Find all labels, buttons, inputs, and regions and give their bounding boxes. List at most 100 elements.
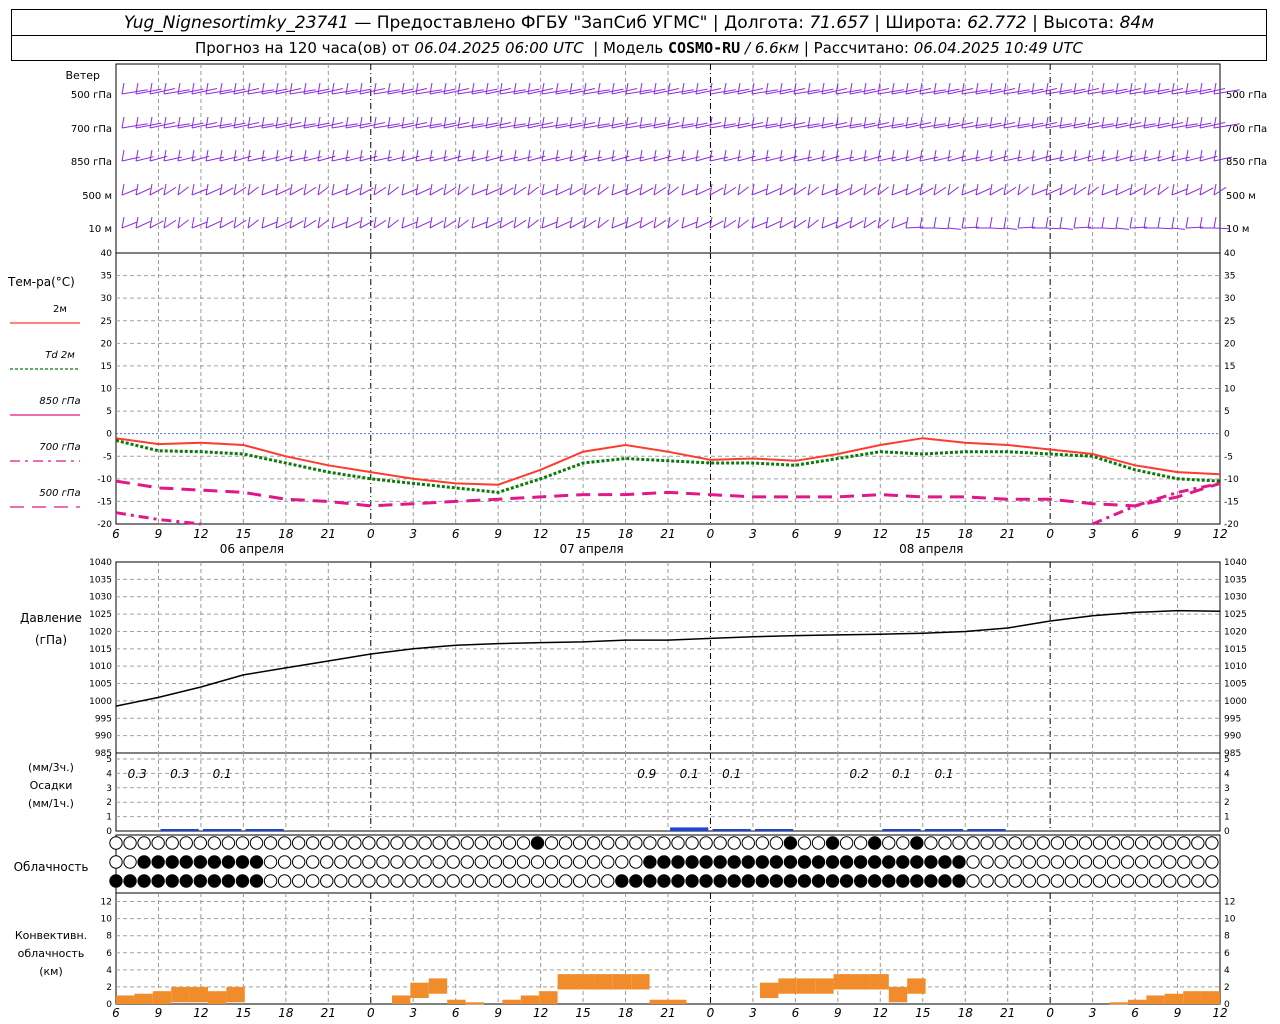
wind-barb-shaft — [429, 122, 456, 129]
precip-value-label: 0.3 — [128, 767, 147, 781]
wind-barb-shaft — [1157, 122, 1184, 129]
wind-barb-shaft — [835, 187, 851, 196]
xaxis-hour-label-bottom: 15 — [575, 1006, 590, 1020]
wind-barb-feather — [905, 116, 909, 129]
wind-barb-shaft — [485, 122, 512, 129]
wind-barb-shaft — [499, 123, 526, 129]
wind-barb-shaft — [933, 88, 960, 95]
wind-barb-shaft — [807, 186, 819, 196]
wind-barb-shaft — [751, 123, 778, 129]
wind-barb-shaft — [961, 123, 988, 129]
cloud-cover-symbol — [320, 855, 334, 869]
wind-barb-feather — [667, 183, 671, 196]
cloud-cover-symbol — [811, 874, 826, 888]
wind-barb-feather — [1115, 216, 1119, 229]
cloud-cover-symbol — [179, 874, 193, 888]
wind-barb-feather — [905, 149, 909, 162]
wind-barb-feather — [135, 183, 139, 196]
conv-title-2: облачность — [18, 947, 85, 960]
cloud-cover-symbol — [938, 836, 952, 850]
wind-barb-feather — [247, 116, 251, 129]
wind-level-label-right: 700 гПа — [1226, 124, 1267, 135]
xaxis-hour-label-bottom: 0 — [1046, 1006, 1054, 1020]
temp-ytick-right: 5 — [1224, 407, 1230, 417]
cloud-cover-symbol — [643, 836, 657, 850]
xaxis-hour-label-bottom: 18 — [618, 1006, 634, 1020]
cloud-cover-symbol — [755, 836, 769, 850]
cloud-cover-symbol — [362, 836, 376, 850]
wind-barb-shaft — [149, 187, 164, 196]
wind-barb-shaft — [1185, 122, 1212, 129]
wind-barb-feather — [513, 183, 517, 196]
cloud-cover-symbol — [418, 836, 432, 850]
wind-level-label-right: 850 гПа — [1226, 157, 1267, 168]
precip-ytick-right: 3 — [1224, 784, 1230, 794]
wind-barb-feather — [835, 216, 839, 229]
wind-barb-feather — [163, 116, 167, 129]
wind-barb-feather — [555, 82, 559, 95]
precip-ytick-left: 1 — [106, 813, 112, 823]
wind-barb-shaft — [1115, 88, 1142, 95]
cloud-cover-symbol — [502, 855, 517, 869]
wind-barb-feather — [891, 82, 895, 95]
wind-barb-feather — [695, 183, 699, 196]
conv-cloud-bar — [668, 999, 687, 1004]
wind-barb-feather — [471, 149, 475, 162]
wind-barb-shaft — [891, 221, 908, 229]
wind-barb-shaft — [471, 88, 498, 95]
wind-barb-feather — [821, 216, 825, 229]
wind-barb-feather — [177, 149, 181, 162]
wind-barb-feather — [261, 116, 265, 129]
conv-cloud-bar — [1164, 993, 1184, 1004]
wind-barb-feather — [387, 116, 391, 129]
wind-barb-feather — [1115, 149, 1119, 162]
wind-barb-shaft — [1059, 187, 1074, 196]
precip-bar — [245, 829, 284, 831]
wind-barb-feather — [877, 116, 881, 129]
cloud-cover-symbol — [685, 874, 699, 888]
lon-label: Долгота: — [724, 13, 804, 33]
precip-value-label: 0.9 — [637, 767, 656, 781]
wind-barb-feather — [261, 82, 265, 95]
wind-barb-feather — [933, 116, 937, 129]
wind-barb-shaft — [1087, 89, 1114, 95]
wind-barb-shaft — [1143, 88, 1170, 95]
cloud-cover-symbol — [446, 855, 460, 869]
conv-ytick-right: 8 — [1224, 932, 1230, 942]
wind-barb-feather — [401, 82, 405, 95]
cloud-cover-symbol — [109, 855, 123, 869]
cloud-cover-symbol — [558, 836, 573, 850]
wind-barb-feather — [849, 216, 853, 229]
cloud-cover-symbol — [699, 836, 713, 850]
precip-bar — [882, 829, 921, 831]
temp-ytick-right: 20 — [1224, 339, 1236, 349]
cloud-cover-symbol — [165, 855, 179, 869]
wind-barb-shaft — [317, 219, 329, 229]
cloud-cover-symbol — [952, 855, 966, 869]
wind-barb-feather — [1129, 116, 1133, 129]
cloud-cover-symbol — [882, 855, 896, 869]
cloud-cover-symbol — [530, 855, 545, 869]
wind-barb-shaft — [1017, 186, 1029, 196]
xaxis-hour-label: 9 — [1174, 527, 1182, 541]
wind-barb-feather — [975, 216, 979, 229]
conv-title-3: (км) — [39, 965, 63, 978]
cloud-cover-symbol — [404, 874, 418, 888]
wind-barb-shaft — [261, 221, 278, 229]
wind-barb-feather — [555, 149, 559, 162]
temp-title: Тем-ра(°C) — [7, 275, 75, 289]
cloud-cover-symbol — [544, 855, 559, 869]
wind-barb-feather — [191, 149, 195, 162]
wind-barb-shaft — [387, 88, 414, 95]
conv-ytick-left: 4 — [106, 966, 112, 976]
wind-barb-feather — [569, 216, 573, 229]
wind-barb-feather — [219, 183, 223, 196]
wind-barb-feather — [863, 216, 867, 229]
pressure-ytick-left: 1015 — [89, 645, 112, 655]
conv-title-1: Конвективн. — [15, 929, 87, 942]
xaxis-hour-label: 18 — [618, 527, 634, 541]
cloud-cover-symbol — [1092, 855, 1107, 869]
wind-barb-feather — [373, 116, 377, 129]
wind-barb-feather — [387, 82, 391, 95]
